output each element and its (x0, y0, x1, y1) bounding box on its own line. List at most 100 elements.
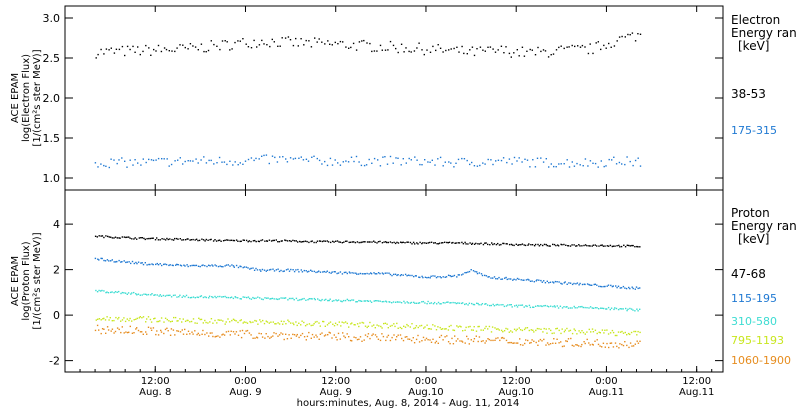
electron-point (327, 40, 329, 42)
proton-point (545, 328, 547, 330)
proton-point (521, 304, 524, 306)
proton-point (232, 331, 235, 333)
electron-point (271, 38, 273, 41)
proton-point (242, 296, 244, 298)
proton-point (524, 327, 527, 329)
proton-point (502, 242, 504, 245)
proton-point (374, 300, 377, 302)
proton-point (554, 342, 557, 344)
proton-point (495, 328, 498, 330)
proton-point (546, 332, 548, 334)
proton-point (324, 334, 327, 336)
proton-point (171, 320, 173, 322)
proton-point (137, 261, 140, 263)
proton-point (622, 344, 625, 347)
proton-point (457, 242, 459, 244)
proton-point (125, 331, 127, 333)
proton-point (364, 241, 366, 243)
electron-point (437, 44, 439, 46)
proton-point (261, 336, 264, 338)
proton-point (315, 241, 317, 244)
electron-point (134, 51, 136, 53)
proton-point (275, 323, 277, 325)
proton-point (340, 325, 342, 327)
proton-point (364, 325, 367, 327)
proton-point (185, 294, 188, 297)
proton-point (393, 241, 395, 244)
proton-point (452, 241, 454, 244)
proton-point (468, 270, 471, 273)
proton-point (214, 264, 216, 266)
electron-point (95, 57, 97, 59)
proton-point (285, 333, 287, 335)
electron-point (371, 162, 373, 164)
proton-legend-795-1193: 795-1193 (731, 334, 784, 347)
proton-point (622, 308, 624, 310)
proton-point (513, 244, 515, 247)
proton-point (342, 299, 345, 302)
proton-point (94, 329, 97, 332)
proton-point (105, 291, 107, 294)
electron-point (152, 159, 155, 162)
proton-point (560, 332, 562, 335)
proton-point (194, 239, 196, 241)
electron-point (513, 156, 516, 159)
proton-point (396, 336, 398, 338)
proton-point (113, 292, 115, 294)
proton-legend-47-68: 47-68 (731, 267, 766, 281)
proton-point (336, 339, 338, 341)
proton-point (268, 269, 271, 271)
proton-point (561, 244, 563, 246)
electron-point (545, 158, 547, 160)
proton-point (343, 322, 345, 324)
proton-point (634, 246, 636, 248)
proton-point (538, 245, 541, 247)
proton-point (361, 300, 363, 302)
electron-point (263, 43, 265, 45)
proton-point (109, 317, 111, 319)
proton-point (201, 333, 203, 335)
electron-point (334, 159, 336, 161)
proton-point (484, 274, 486, 277)
proton-point (147, 326, 150, 328)
proton-point (589, 306, 592, 308)
proton-point (575, 344, 577, 346)
proton-point (277, 268, 279, 270)
proton-point (336, 240, 339, 242)
electron-point (581, 44, 584, 47)
proton-point (260, 239, 262, 242)
xtick-label-time: 0:00 (595, 376, 617, 387)
proton-point (397, 242, 400, 244)
proton-point (215, 296, 217, 299)
proton-point (333, 325, 336, 327)
proton-point (334, 322, 337, 324)
electron-ylabel-line-3: [1/(cm²s ster MeV)] (32, 49, 43, 146)
proton-point (355, 272, 357, 274)
proton-point (586, 331, 588, 333)
proton-point (491, 242, 493, 244)
electron-point (129, 48, 131, 51)
electron-point (200, 43, 203, 45)
proton-point (250, 298, 253, 300)
electron-point (274, 156, 276, 159)
proton-point (452, 275, 454, 277)
proton-point (377, 272, 380, 274)
proton-point (589, 284, 591, 286)
electron-point (126, 166, 128, 168)
proton-point (139, 294, 141, 296)
proton-point (397, 301, 399, 303)
proton-point (292, 239, 294, 242)
proton-point (493, 243, 496, 245)
xtick-label-date: Aug.11 (589, 387, 624, 398)
proton-point (184, 296, 186, 298)
proton-point (408, 338, 411, 340)
proton-point (396, 241, 398, 244)
electron-point (305, 39, 307, 42)
proton-point (333, 334, 335, 336)
proton-point (298, 299, 301, 301)
proton-point (320, 300, 322, 302)
electron-point (363, 164, 366, 167)
electron-point (171, 50, 173, 52)
proton-point (308, 241, 310, 244)
proton-point (588, 283, 590, 286)
